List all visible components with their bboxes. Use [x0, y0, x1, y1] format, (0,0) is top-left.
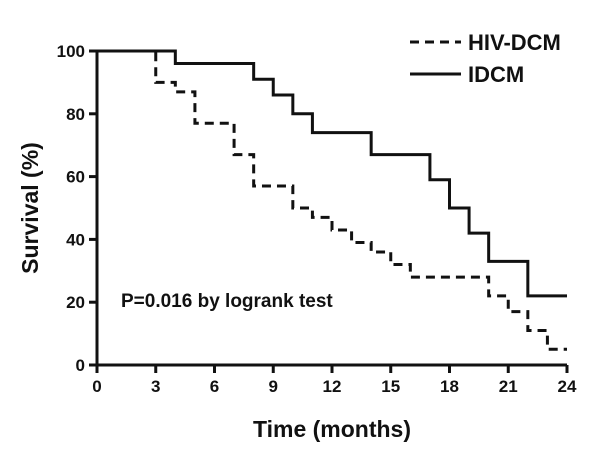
y-tick-label: 40	[66, 230, 85, 249]
y-tick-label: 20	[66, 293, 85, 312]
series-layer	[97, 49, 567, 351]
x-tick-label: 15	[381, 377, 400, 396]
x-tick-label: 21	[499, 377, 518, 396]
x-tick-label: 6	[210, 377, 219, 396]
x-tick-label: 18	[440, 377, 459, 396]
y-axis-title: Survival (%)	[17, 142, 43, 274]
y-ticks: 0 20 40 60 80 100	[57, 42, 97, 375]
series-line-hiv-dcm	[97, 49, 567, 351]
y-tick-label: 80	[66, 105, 85, 124]
x-tick-label: 24	[558, 377, 577, 396]
y-tick-label: 60	[66, 168, 85, 187]
legend: HIV-DCM IDCM	[410, 30, 561, 87]
x-tick-label: 0	[92, 377, 101, 396]
legend-label-idcm: IDCM	[468, 62, 524, 87]
x-axis-title: Time (months)	[253, 416, 411, 442]
y-tick-label: 100	[57, 42, 85, 61]
logrank-annotation: P=0.016 by logrank test	[121, 291, 333, 312]
x-tick-label: 12	[323, 377, 342, 396]
legend-label-hiv-dcm: HIV-DCM	[468, 30, 561, 55]
x-tick-label: 9	[269, 377, 278, 396]
x-ticks: 0 3 6 9 12 15 18 21 24	[92, 365, 577, 396]
series-line-idcm	[97, 49, 567, 298]
axes	[95, 51, 567, 367]
y-tick-label: 0	[76, 356, 85, 375]
x-tick-label: 3	[151, 377, 160, 396]
